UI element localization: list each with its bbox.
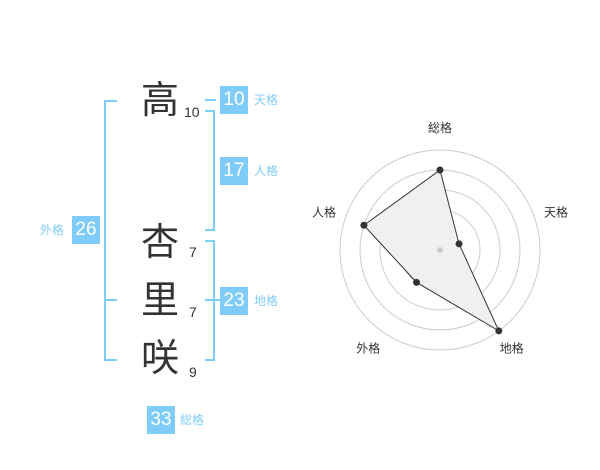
bracket-tick [205,110,215,112]
name-char-3: 里 [140,278,179,322]
bracket-tick [205,299,220,301]
name-char-2: 杏 [140,220,179,264]
radar-point [455,240,463,248]
jinkaku-bracket [213,110,215,231]
bracket-tick [205,359,215,361]
tenkaku-label: 天格 [254,93,279,107]
radar-polygon [363,169,500,333]
chikaku-label: 地格 [254,294,279,308]
chikaku-value: 23 [220,287,248,315]
name-char-1: 高 [140,78,179,122]
radar-point [495,327,503,335]
name-char-4: 咲 [140,336,179,380]
soukaku-value: 33 [147,406,175,434]
radar-ring [339,149,541,351]
stroke-count-3: 7 [189,304,197,320]
stroke-count-2: 7 [189,244,197,260]
bracket-tick [104,299,117,301]
stroke-count-1: 10 [184,104,200,120]
radar-point [360,221,368,229]
radar-axis-label: 総格 [428,120,452,135]
radar-point [436,166,444,174]
radar-axis-label: 天格 [544,204,568,219]
bracket-tick [205,240,215,242]
bracket-tick [104,359,117,361]
radar-center [437,247,443,253]
gaikaku-label: 外格 [40,223,65,237]
radar-point [412,278,420,286]
bracket-tick [104,100,117,102]
jinkaku-label: 人格 [254,164,279,178]
bracket-tick [205,229,215,231]
gaikaku-value: 26 [72,216,100,244]
tenkaku-tick [205,99,216,101]
radar-axis-label: 人格 [312,204,336,219]
tenkaku-value: 10 [220,86,248,114]
gaikaku-bracket [104,100,106,361]
stroke-count-4: 9 [189,364,197,380]
radar-axis-label: 外格 [356,341,380,356]
soukaku-label: 総格 [180,413,205,427]
radar-axis-label: 地格 [500,341,524,356]
jinkaku-value: 17 [220,157,248,185]
